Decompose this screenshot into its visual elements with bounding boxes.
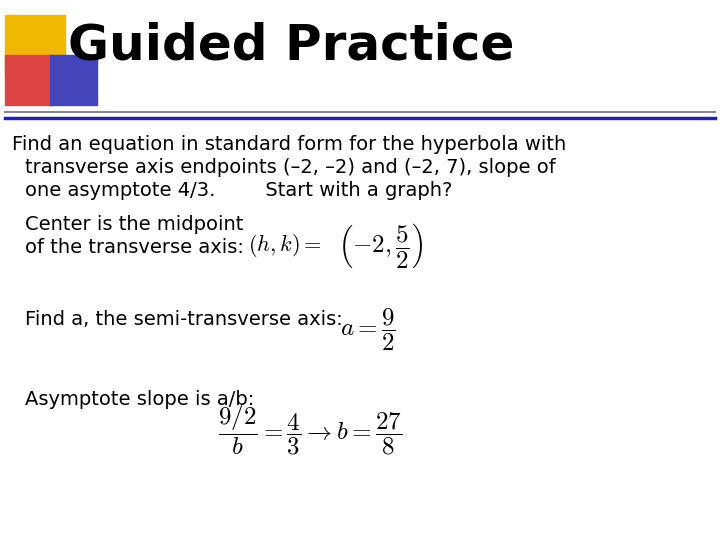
Text: Find an equation in standard form for the hyperbola with: Find an equation in standard form for th… (12, 135, 566, 154)
Text: one asymptote 4/3.        Start with a graph?: one asymptote 4/3. Start with a graph? (25, 181, 452, 200)
Text: Find a, the semi-transverse axis:: Find a, the semi-transverse axis: (25, 310, 343, 329)
Text: Guided Practice: Guided Practice (68, 22, 514, 70)
Text: transverse axis endpoints (–2, –2) and (–2, 7), slope of: transverse axis endpoints (–2, –2) and (… (25, 158, 556, 177)
Bar (50, 55, 97, 105)
Text: $\left(-2,\dfrac{5}{2}\right)$: $\left(-2,\dfrac{5}{2}\right)$ (338, 221, 423, 271)
Text: $\dfrac{9/2}{b}=\dfrac{4}{3}\rightarrow b=\dfrac{27}{8}$: $\dfrac{9/2}{b}=\dfrac{4}{3}\rightarrow … (218, 403, 402, 457)
Bar (5, 15, 65, 75)
Text: $a=\dfrac{9}{2}$: $a=\dfrac{9}{2}$ (340, 307, 396, 353)
Text: of the transverse axis:: of the transverse axis: (25, 238, 244, 257)
Bar (5, 55, 52, 105)
Text: Center is the midpoint: Center is the midpoint (25, 215, 243, 234)
Text: Asymptote slope is a/b:: Asymptote slope is a/b: (25, 390, 254, 409)
Text: $(h,k)=$: $(h,k)=$ (248, 233, 322, 260)
